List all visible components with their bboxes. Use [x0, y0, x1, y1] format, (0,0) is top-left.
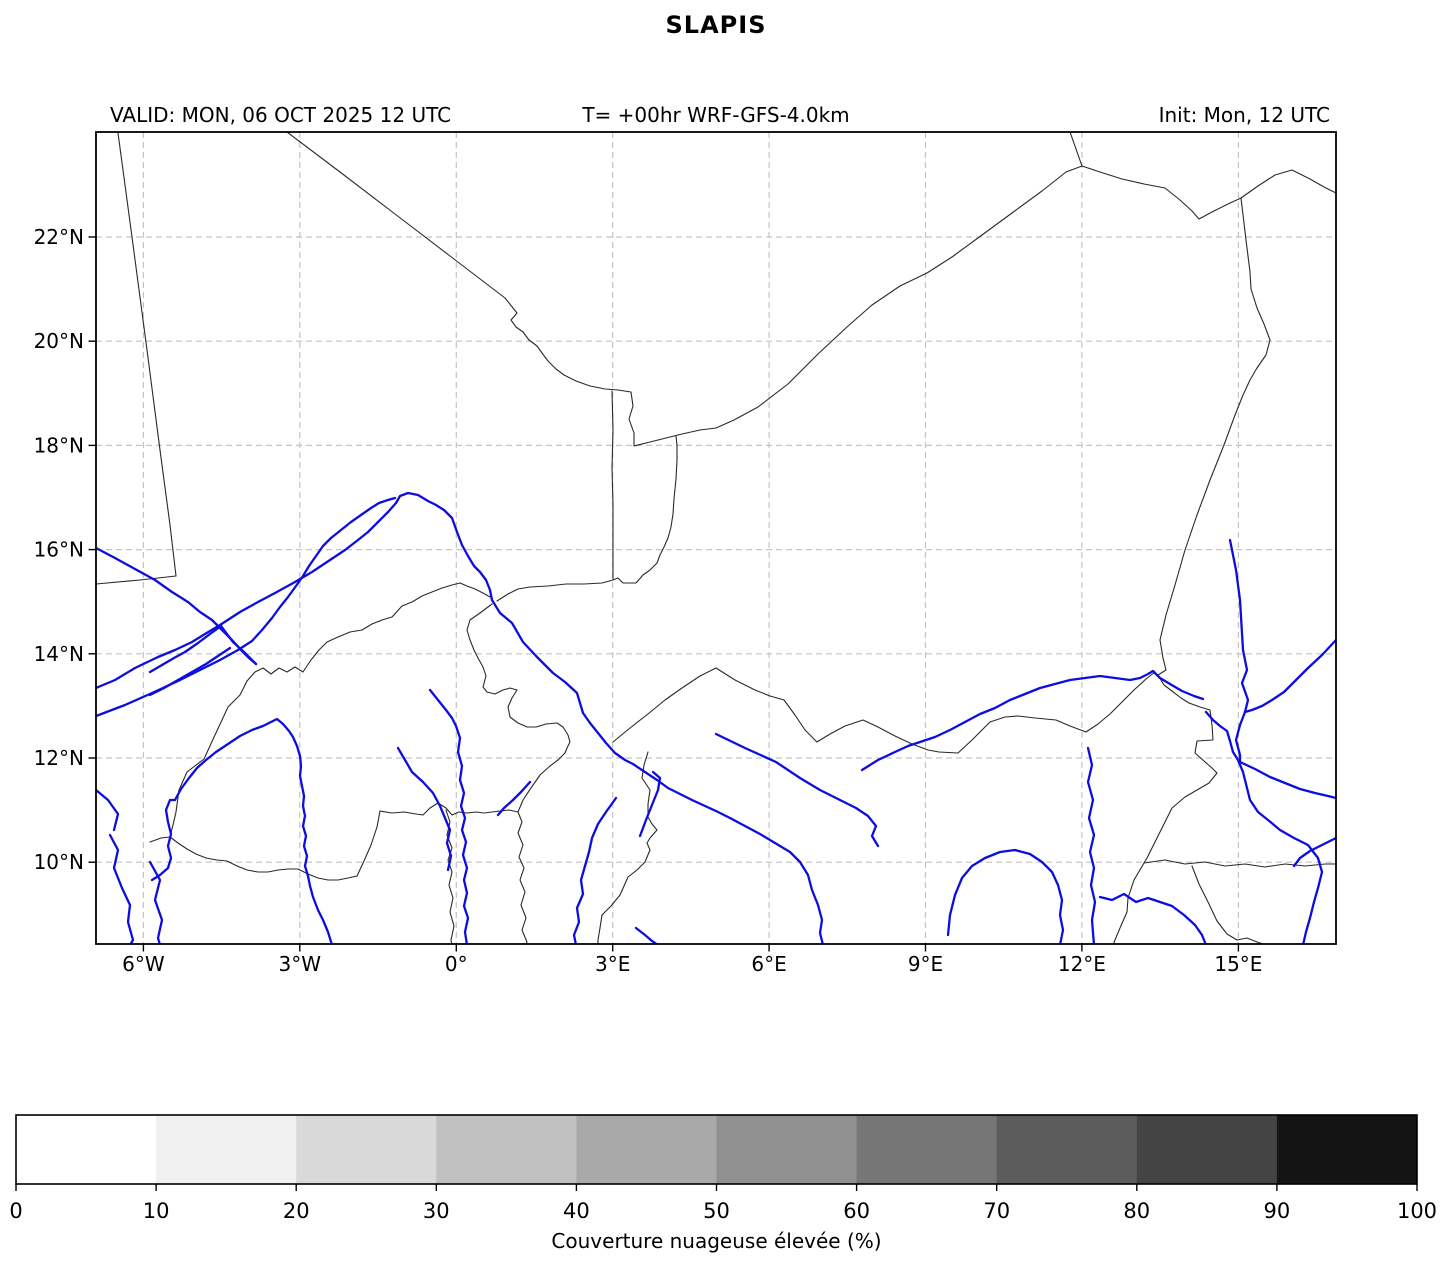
river-line [428, 688, 470, 944]
y-tick-label: 16°N [34, 538, 84, 562]
river-line [1292, 836, 1336, 868]
colorbar-tick-label: 100 [1397, 1199, 1437, 1223]
valid-time-label: VALID: MON, 06 OCT 2025 12 UTC [110, 103, 452, 127]
river-line [148, 624, 258, 674]
colorbar-tick-label: 90 [1264, 1199, 1291, 1223]
river-line [96, 788, 120, 832]
river-line [1228, 538, 1250, 764]
y-tick-label: 22°N [34, 225, 84, 249]
colorbar-axis-label: Couverture nuageuse élevée (%) [551, 1229, 881, 1253]
river-line [96, 496, 397, 718]
y-tick-label: 14°N [34, 642, 84, 666]
map-frame [95, 131, 1337, 945]
river-line [150, 798, 177, 882]
river-line [496, 780, 532, 817]
colorbar-tick-label: 60 [843, 1199, 870, 1223]
x-tick-label: 12°E [1058, 952, 1106, 976]
country-border-line [611, 390, 614, 580]
river-line [148, 646, 232, 697]
y-tick-label: 10°N [34, 850, 84, 874]
country-border-line [246, 582, 491, 682]
river-line [396, 746, 453, 872]
y-tick-label: 20°N [34, 329, 84, 353]
colorbar-ticks [15, 1184, 1418, 1191]
x-tick-label: 3°E [595, 952, 630, 976]
colorbar-segment [1136, 1115, 1278, 1184]
country-border-line [445, 809, 455, 944]
river-line [173, 717, 333, 944]
x-tick-label: 6°E [751, 952, 786, 976]
colorbar-tick-label: 20 [283, 1199, 310, 1223]
x-tick-label: 15°E [1214, 952, 1262, 976]
colorbar-tick-label: 70 [983, 1199, 1010, 1223]
river-line [572, 796, 618, 944]
model-forecast-label: T= +00hr WRF-GFS-4.0km [582, 103, 850, 127]
map-features [96, 132, 1336, 944]
colorbar-segment [996, 1115, 1138, 1184]
colorbar-segment [1276, 1115, 1418, 1184]
river-line [638, 770, 662, 838]
river-line [860, 669, 1205, 772]
colorbar-tick-label: 10 [143, 1199, 170, 1223]
colorbar-segment [16, 1115, 157, 1184]
country-border-line [286, 132, 1083, 447]
river-line [714, 732, 880, 848]
grid-lines [96, 132, 1336, 944]
river-line [1243, 638, 1336, 714]
country-border-line [1191, 865, 1265, 944]
colorbar-tick-label: 50 [703, 1199, 730, 1223]
rivers [96, 491, 1336, 944]
colorbar-segment [436, 1115, 577, 1184]
init-time-label: Init: Mon, 12 UTC [1158, 103, 1330, 127]
country-border-line [169, 680, 248, 838]
colorbar-segment [716, 1115, 858, 1184]
country-border-line [597, 751, 658, 944]
colorbar-tick-label: 40 [563, 1199, 590, 1223]
country-border-line [96, 575, 177, 585]
axis-ticks [88, 236, 1240, 952]
country-border-line [117, 132, 177, 577]
country-borders [96, 132, 1336, 944]
country-border-line [517, 811, 528, 944]
plot-title: SLAPIS [665, 11, 767, 39]
country-border-line [149, 810, 381, 881]
x-tick-label: 0° [445, 952, 468, 976]
river-line [1204, 710, 1324, 944]
colorbar-segment [156, 1115, 297, 1184]
colorbar-tick-label: 80 [1123, 1199, 1150, 1223]
colorbar: 0 10 20 30 40 50 60 70 80 90 100 Couverture nuageus… [9, 1114, 1437, 1253]
colorbar-tick-label: 0 [9, 1199, 22, 1223]
x-tick-label: 3°W [279, 952, 322, 976]
river-line [1098, 892, 1207, 944]
country-border-line [1240, 169, 1336, 199]
colorbar-segment [296, 1115, 437, 1184]
country-border-line [1112, 197, 1271, 944]
colorbar-segment [856, 1115, 998, 1184]
country-border-line [1081, 165, 1242, 220]
river-line [108, 833, 135, 944]
country-border-line [496, 435, 678, 602]
x-tick-label: 6°W [122, 952, 165, 976]
country-border-line [1143, 859, 1336, 868]
x-tick-label: 9°E [908, 952, 943, 976]
river-line [1238, 760, 1336, 800]
river-line [148, 860, 164, 944]
river-line [634, 926, 659, 944]
axis-labels: 6°W 3°W 0° 3°E 6°E 9°E 12°E 15°E 22°N 20°N 18°N 16°… [34, 225, 1263, 976]
country-border-line [466, 603, 571, 813]
colorbar-tick-label: 30 [423, 1199, 450, 1223]
country-border-line [379, 802, 519, 816]
river-line [96, 491, 824, 944]
map-background [96, 132, 1336, 944]
river-line [1086, 746, 1097, 944]
colorbar-tick-labels: 0 10 20 30 40 50 60 70 80 90 100 [9, 1199, 1437, 1223]
country-border-line [612, 667, 1156, 754]
y-tick-label: 12°N [34, 746, 84, 770]
colorbar-segment [576, 1115, 717, 1184]
country-border-line [1069, 132, 1083, 167]
river-line [946, 848, 1065, 944]
y-tick-label: 18°N [34, 433, 84, 457]
